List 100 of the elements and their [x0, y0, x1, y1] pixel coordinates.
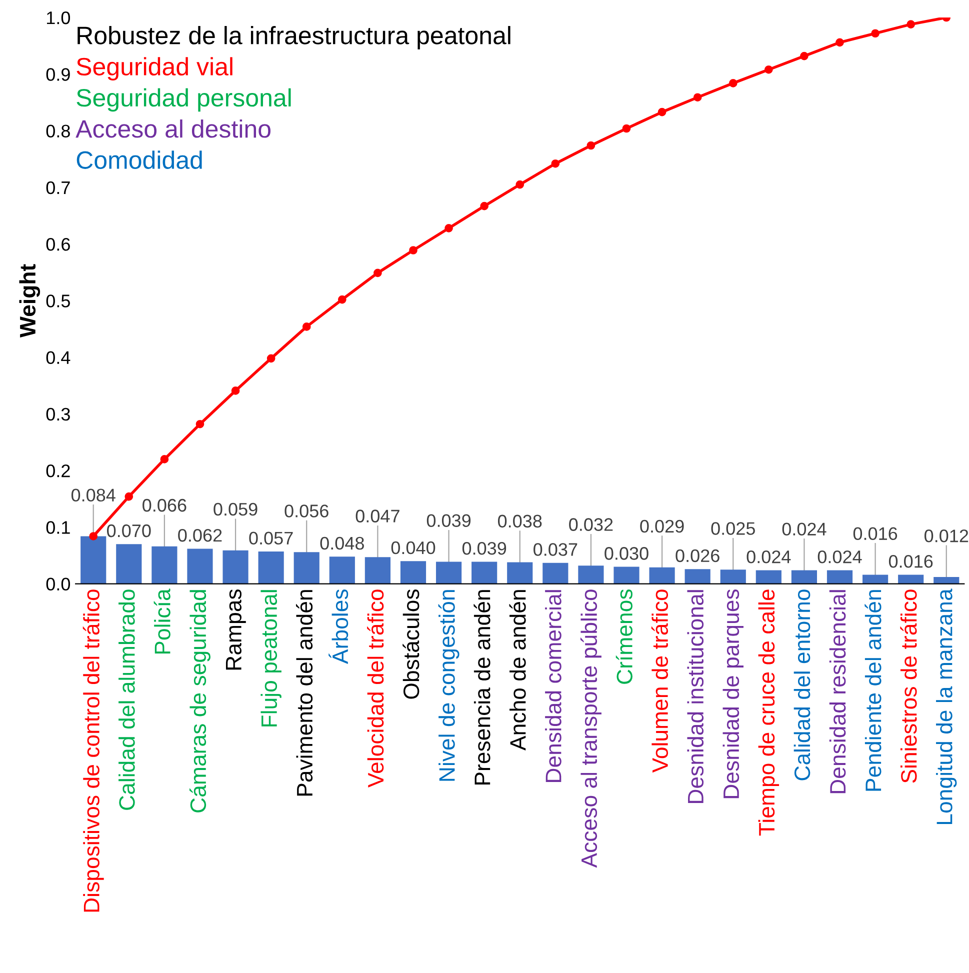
y-tick-label: 0.1 [46, 521, 70, 534]
y-tick-label: 0.7 [46, 181, 70, 194]
point [693, 93, 702, 102]
data-label: 0.062 [178, 528, 222, 542]
data-label: 0.024 [782, 522, 826, 536]
point [374, 268, 382, 278]
x-tick-label: Presencia de andén [474, 590, 490, 784]
point [836, 38, 844, 47]
data-label: 0.029 [640, 520, 684, 533]
y-tick-label: 0.4 [46, 351, 70, 364]
x-tick-label: Tiempo de cruce de calle [758, 590, 780, 836]
x-tick-label: Longitud de la manzana [936, 588, 957, 824]
bar [684, 569, 710, 584]
x-tick-label: Cámaras de seguridad [189, 590, 210, 812]
data-label: 0.037 [534, 543, 578, 556]
data-label: 0.032 [569, 518, 613, 531]
bar [294, 552, 320, 584]
annotation: Robustez de la infraestructura peatonal [78, 26, 510, 50]
annotation: Seguridad personal [76, 88, 291, 112]
x-tick-label: Desnidad de parques [722, 589, 744, 798]
data-label: 0.070 [107, 524, 151, 538]
point [160, 455, 169, 464]
bar [329, 556, 355, 584]
data-label: 0.039 [426, 514, 471, 527]
point [231, 386, 240, 395]
bar [80, 536, 106, 584]
x-tick-label: Flujo peatonal [260, 590, 282, 726]
bar [116, 544, 142, 584]
bar [791, 570, 818, 584]
bar [649, 567, 675, 584]
point [302, 322, 311, 331]
data-label: 0.056 [284, 504, 328, 518]
x-tick-label: Árboles [328, 589, 348, 664]
point [871, 29, 880, 38]
annotation: Seguridad vial [76, 57, 232, 80]
bar [187, 548, 213, 584]
data-label: 0.016 [888, 554, 933, 568]
bar [826, 570, 853, 584]
bar [152, 546, 178, 584]
point [480, 202, 488, 210]
y-tick-label: 0.3 [46, 408, 70, 421]
point [338, 295, 346, 304]
x-tick-label: Ancho de andén [509, 590, 526, 750]
x-tick-label: Rampas [226, 589, 246, 670]
bar [614, 566, 640, 584]
data-label: 0.038 [498, 514, 542, 528]
x-tick-label: Densidad comercial [545, 590, 562, 782]
data-label: 0.066 [142, 498, 186, 512]
bar [436, 562, 462, 584]
x-tick-label: Velocidad del tráfico [367, 590, 384, 788]
data-label: 0.039 [462, 542, 506, 555]
y-tick-label: 0.2 [46, 464, 70, 478]
bar [578, 566, 604, 584]
point [516, 180, 524, 189]
x-tick-label: Siniestros de tráfico [900, 590, 917, 783]
bar [222, 550, 248, 584]
x-tick-label: Nivel de congestión [438, 590, 460, 781]
bar [472, 562, 498, 584]
data-label: 0.040 [391, 541, 436, 554]
x-tick-label: Dispositivos de control del tráfico [82, 590, 104, 912]
data-label: 0.030 [604, 547, 648, 560]
bar [258, 552, 284, 584]
point [764, 65, 773, 74]
point [124, 492, 134, 501]
data-label: 0.057 [249, 532, 293, 545]
x-tick-label: Pavimento del andén [296, 590, 313, 796]
point [266, 354, 276, 363]
bar [400, 561, 426, 584]
y-axis-title: Weight [19, 264, 40, 338]
x-tick-label: Policía [154, 588, 170, 654]
data-label: 0.016 [853, 527, 898, 540]
x-tick-label: Calidad del entorno [794, 590, 810, 780]
bar [756, 570, 782, 584]
data-label: 0.048 [320, 536, 364, 550]
annotation: Comodidad [76, 150, 202, 169]
bar [720, 570, 746, 584]
y-tick-label: 0.6 [46, 238, 70, 251]
x-tick-label: Acceso al transporte público [580, 590, 602, 868]
x-tick-label: Obstáculos [402, 589, 420, 699]
point [658, 108, 666, 116]
point [906, 20, 916, 28]
point [409, 246, 418, 254]
x-tick-label: Volumen de tráfico [651, 590, 668, 773]
point [444, 224, 453, 232]
bar [364, 557, 390, 584]
data-label: 0.024 [746, 550, 791, 564]
x-tick-label: Desnidad institucional [687, 590, 704, 804]
y-tick-label: 0.9 [46, 68, 70, 81]
y-tick-label: 0.8 [46, 124, 70, 138]
y-tick-label: 0.5 [46, 294, 70, 308]
bar [542, 562, 568, 584]
data-label: 0.024 [818, 550, 862, 564]
x-tick-label: Calidad del alumbrado [118, 590, 135, 810]
point [800, 52, 808, 60]
x-tick-label: Crímenos [616, 589, 632, 684]
data-label: 0.012 [924, 530, 968, 542]
y-tick-label: 1.0 [47, 11, 70, 24]
data-label: 0.025 [711, 522, 755, 535]
data-label: 0.084 [71, 488, 116, 502]
annotation: Acceso al destino [76, 119, 270, 138]
